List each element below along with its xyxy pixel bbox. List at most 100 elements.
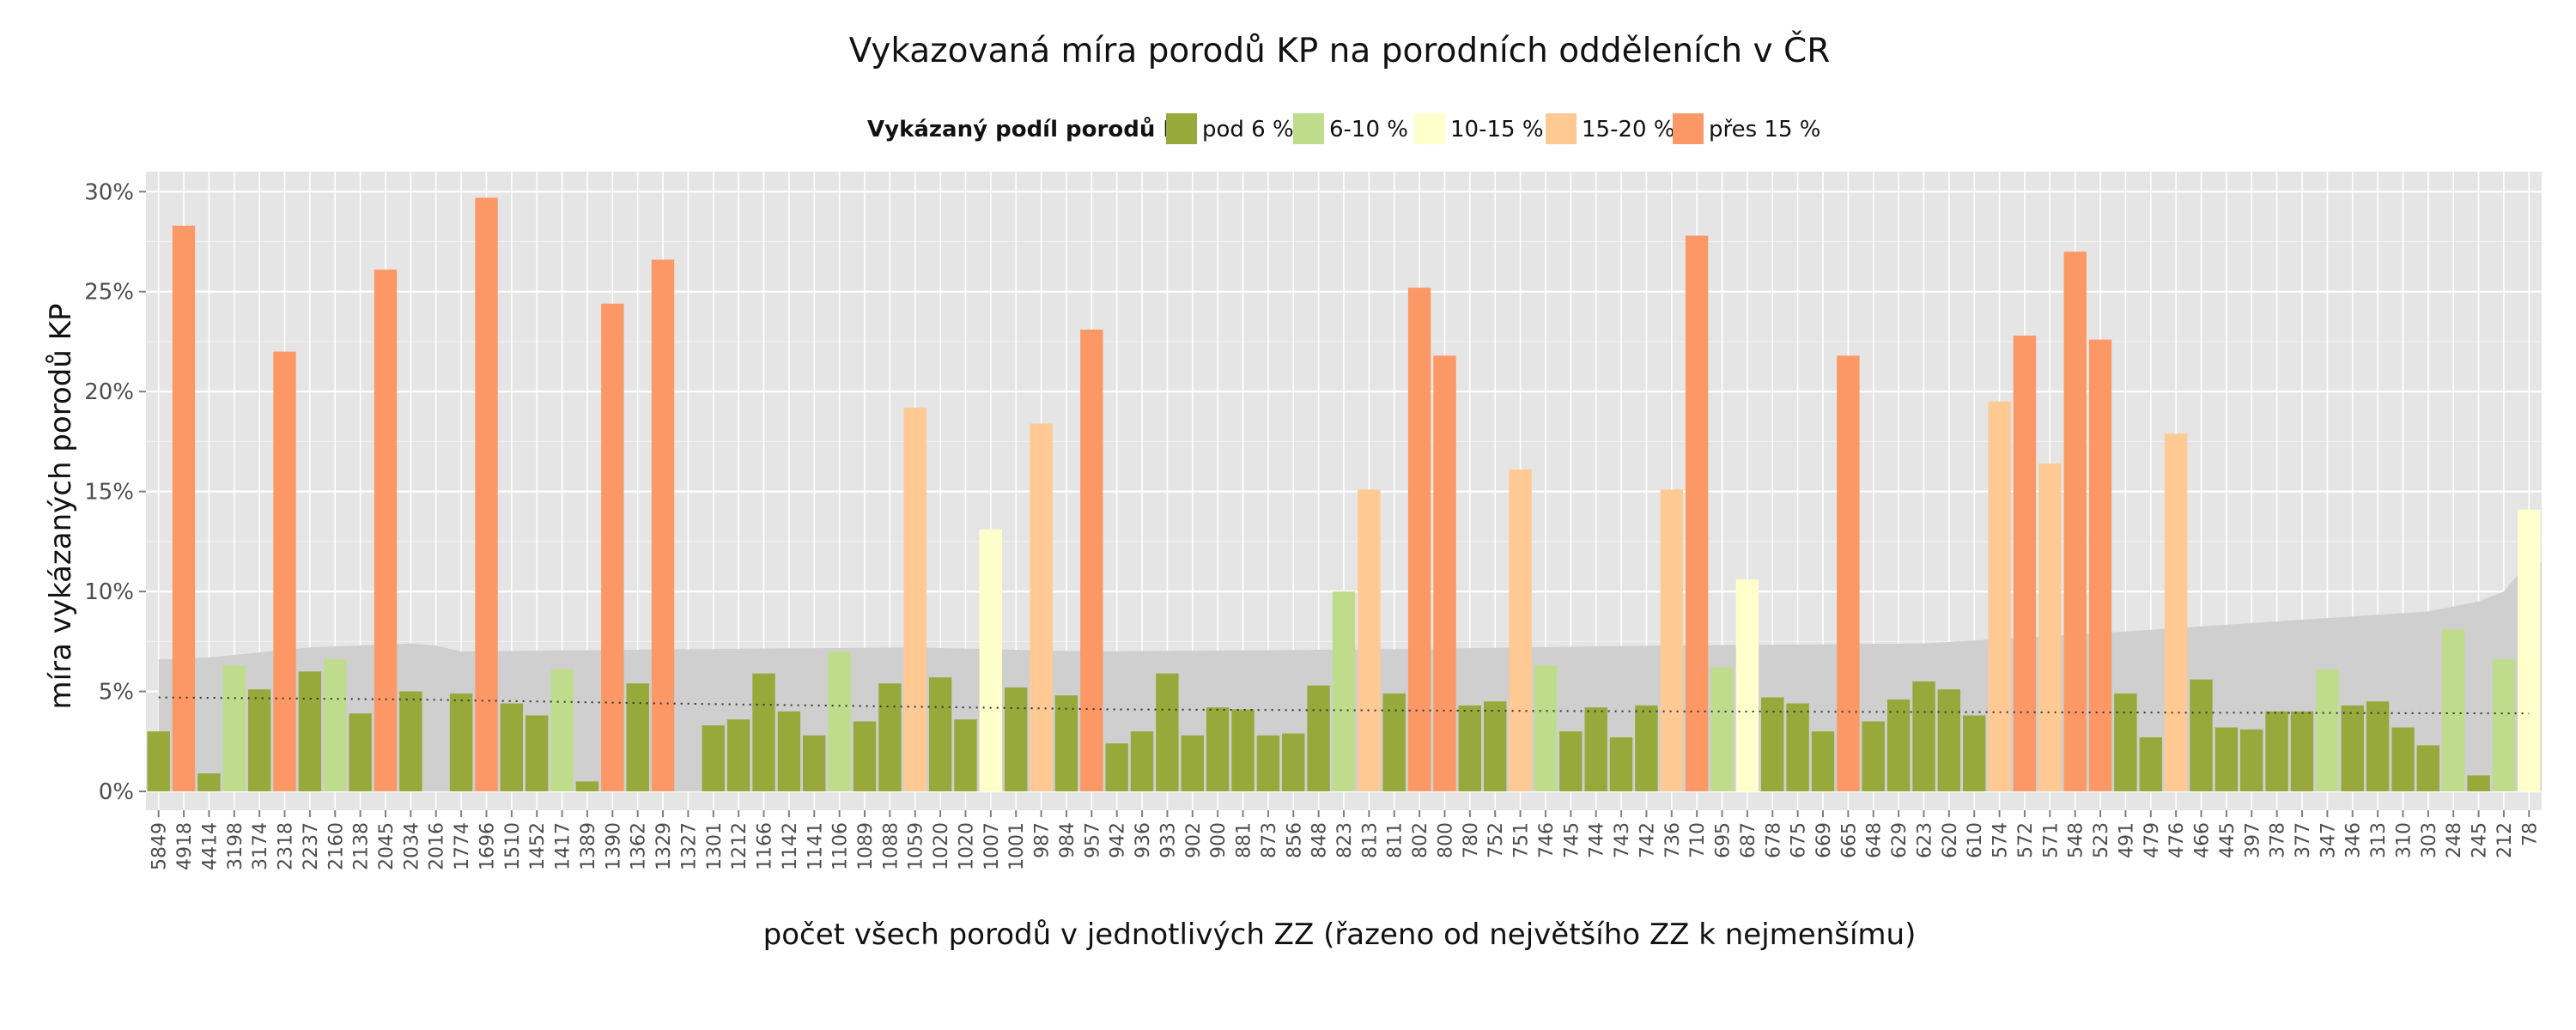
bar-5849 xyxy=(147,731,170,791)
x-tick-label: 1106 xyxy=(830,822,852,870)
bar-1088 xyxy=(878,683,902,791)
bar-675 xyxy=(1786,703,1809,791)
bar-1007 xyxy=(979,529,1002,791)
legend-item-label: 6-10 % xyxy=(1329,117,1408,142)
x-axis-title: počet všech porodů v jednotlivých ZZ (řa… xyxy=(763,918,1917,952)
bar-1362 xyxy=(626,683,649,791)
x-tick-label: 610 xyxy=(1965,822,1986,858)
x-tick-label: 1696 xyxy=(477,822,499,870)
bar-3174 xyxy=(247,689,271,791)
x-tick-label: 742 xyxy=(1637,822,1658,858)
x-tick-label: 1327 xyxy=(678,822,700,870)
x-tick-label: 823 xyxy=(1334,822,1356,858)
bar-1059 xyxy=(903,407,927,791)
x-tick-label: 800 xyxy=(1436,822,1457,858)
x-tick-label: 1212 xyxy=(729,822,750,870)
bar-1510 xyxy=(500,703,523,791)
legend-item-label: 15-20 % xyxy=(1582,117,1675,142)
bar-881 xyxy=(1231,709,1255,791)
x-tick-label: 1166 xyxy=(755,822,776,870)
x-tick-label: 736 xyxy=(1662,822,1684,858)
x-tick-label: 245 xyxy=(2470,822,2491,858)
x-tick-label: 2138 xyxy=(351,822,373,870)
x-tick-label: 4918 xyxy=(174,822,196,870)
bar-2138 xyxy=(349,713,372,791)
bar-1142 xyxy=(777,711,801,791)
bar-742 xyxy=(1635,705,1658,791)
bar-571 xyxy=(2038,464,2062,791)
bar-1696 xyxy=(475,197,498,792)
x-tick-label: 346 xyxy=(2343,822,2365,858)
y-tick-label: 15% xyxy=(84,480,134,506)
legend-swatch xyxy=(1414,113,1445,144)
y-tick-label: 25% xyxy=(84,280,134,306)
bar-744 xyxy=(1584,707,1607,791)
x-tick-label: 1088 xyxy=(880,822,902,870)
bar-800 xyxy=(1433,355,1456,791)
bar-1452 xyxy=(526,715,549,791)
bar-1417 xyxy=(550,669,574,791)
x-tick-label: 78 xyxy=(2519,822,2541,846)
bar-1389 xyxy=(575,781,599,791)
x-tick-label: 2318 xyxy=(276,822,297,870)
bar-303 xyxy=(2416,745,2439,791)
x-tick-label: 881 xyxy=(1234,822,1255,858)
bar-1141 xyxy=(803,735,826,791)
x-tick-label: 746 xyxy=(1536,822,1558,858)
x-tick-label: 811 xyxy=(1385,822,1406,858)
bar-476 xyxy=(2164,433,2188,791)
x-tick-label: 1089 xyxy=(855,822,877,870)
x-tick-label: 303 xyxy=(2419,822,2440,858)
x-tick-label: 620 xyxy=(1940,822,1961,858)
x-tick-label: 1390 xyxy=(603,822,624,870)
bar-811 xyxy=(1382,693,1406,791)
x-tick-label: 476 xyxy=(2166,822,2188,858)
bar-743 xyxy=(1609,737,1633,791)
bar-310 xyxy=(2391,727,2415,791)
bar-479 xyxy=(2139,737,2162,791)
x-tick-label: 2160 xyxy=(325,822,347,870)
x-tick-label: 378 xyxy=(2268,822,2289,858)
bar-802 xyxy=(1407,288,1431,792)
bar-491 xyxy=(2114,693,2137,791)
x-tick-label: 1329 xyxy=(653,822,675,870)
x-tick-label: 3198 xyxy=(225,822,246,870)
bar-1020 xyxy=(954,719,977,791)
x-tick-label: 1510 xyxy=(502,822,524,870)
x-tick-label: 1389 xyxy=(578,822,599,870)
x-tick-label: 1142 xyxy=(780,822,801,870)
x-tick-label: 248 xyxy=(2444,822,2465,858)
x-tick-label: 466 xyxy=(2192,822,2214,858)
bar-752 xyxy=(1484,701,1507,791)
bar-2160 xyxy=(324,659,347,791)
x-tick-label: 936 xyxy=(1133,822,1154,858)
legend-item-label: 10-15 % xyxy=(1450,117,1544,142)
bar-572 xyxy=(2013,336,2037,791)
bar-933 xyxy=(1156,673,1179,791)
bar-1106 xyxy=(828,651,851,791)
bars xyxy=(147,197,2541,792)
x-tick-label: 397 xyxy=(2242,822,2263,858)
bar-936 xyxy=(1130,731,1154,791)
x-tick-label: 933 xyxy=(1157,822,1179,858)
x-tick-label: 648 xyxy=(1864,822,1886,858)
y-tick-label: 20% xyxy=(84,379,134,405)
x-tick-label: 1452 xyxy=(527,822,549,870)
x-tick-label: 2016 xyxy=(427,822,448,870)
bar-1301 xyxy=(702,725,725,791)
x-tick-label: 1020 xyxy=(931,822,952,870)
x-tick-label: 695 xyxy=(1713,822,1735,858)
x-tick-label: 669 xyxy=(1814,822,1835,858)
bar-1329 xyxy=(651,259,675,791)
x-tick-label: 873 xyxy=(1259,822,1280,858)
x-tick-label: 745 xyxy=(1561,822,1583,858)
bar-856 xyxy=(1282,733,1305,791)
bar-942 xyxy=(1105,743,1128,791)
bar-900 xyxy=(1206,707,1230,791)
x-tick-label: 802 xyxy=(1410,822,1431,858)
x-tick-label: 942 xyxy=(1108,822,1129,858)
bar-665 xyxy=(1837,355,1860,791)
legend-swatch xyxy=(1166,113,1197,144)
x-tick-label: 2045 xyxy=(376,822,398,870)
bar-347 xyxy=(2316,669,2339,791)
